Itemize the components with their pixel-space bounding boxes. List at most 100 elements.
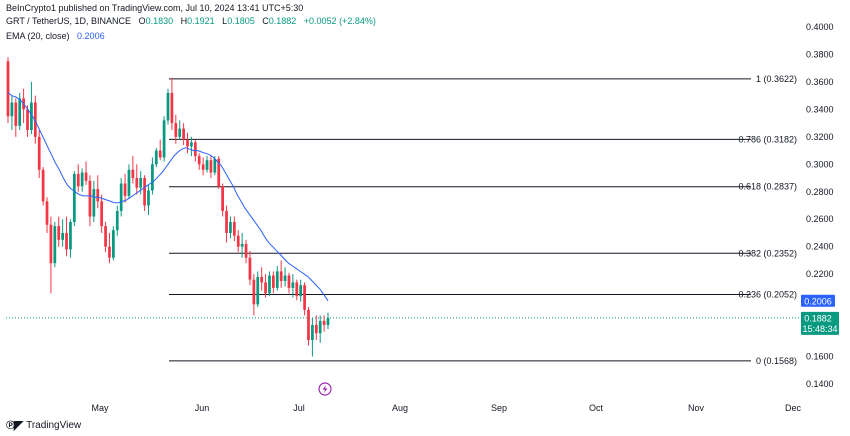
open-label: O: [138, 16, 146, 26]
candle-body: [131, 169, 135, 179]
y-tick-label: 0.3000: [806, 159, 834, 169]
y-tick-label: 0.2200: [806, 269, 834, 279]
candle-body: [287, 275, 291, 288]
candle-body: [232, 221, 236, 236]
x-tick-label: Jul: [293, 403, 305, 413]
candle-body: [14, 102, 18, 126]
candle-body: [84, 172, 88, 181]
candle-body: [26, 109, 29, 130]
ohlc-legend[interactable]: GRT / TetherUS, 1D, BINANCE O0.1830 H0.1…: [6, 16, 376, 26]
candle-body: [37, 136, 41, 170]
candle-body: [260, 276, 264, 283]
candle-body: [57, 226, 61, 240]
candle-body: [170, 92, 174, 124]
time-axis[interactable]: May Jun Jul Aug Sep Oct Nov Dec: [91, 403, 801, 413]
candle-body: [61, 232, 64, 240]
candle-body: [100, 201, 104, 227]
ema-line: [7, 92, 329, 302]
candle-body: [41, 169, 45, 202]
candle-body: [201, 164, 205, 170]
candle-body: [252, 279, 256, 305]
brand-label: TradingView: [26, 419, 82, 431]
candle-body: [112, 230, 115, 258]
candle-body: [193, 142, 197, 157]
candle-body: [115, 210, 119, 231]
candle-body: [45, 201, 49, 225]
y-tick-label: 0.2800: [806, 187, 834, 197]
candle-body: [151, 164, 154, 191]
fib-level-label: 0.786 (0.3182): [738, 134, 797, 144]
candle-body: [279, 271, 283, 282]
candle-body: [299, 285, 303, 297]
candle-body: [162, 120, 166, 158]
y-tick-label: 0.1600: [806, 352, 834, 362]
candle-body: [314, 324, 318, 334]
y-tick-label: 0.3800: [806, 49, 834, 59]
fibonacci-retracement[interactable]: 1 (0.3622) 0.786 (0.3182) 0.618 (0.2837) 0.…: [169, 74, 797, 366]
x-tick-label: Jun: [195, 403, 210, 413]
candle-body: [178, 128, 182, 137]
last-price-badge: [801, 311, 839, 335]
candle-body: [154, 150, 158, 165]
fib-level-label: 0.236 (0.2052): [738, 289, 797, 299]
fib-level-label: 1 (0.3622): [756, 74, 797, 84]
candle-body: [205, 160, 209, 170]
candle-body: [318, 320, 322, 334]
candle-body: [119, 183, 123, 211]
ema-price-badge-text: 0.2006: [804, 296, 832, 306]
x-tick-label: Sep: [491, 403, 507, 413]
candle-body: [72, 173, 76, 222]
candle-body: [135, 178, 139, 188]
candle-body: [236, 235, 240, 247]
candle-body: [174, 123, 178, 137]
candle-body: [283, 275, 287, 282]
candle-body: [10, 102, 14, 117]
ema-legend[interactable]: EMA (20, close) 0.2006: [6, 31, 105, 41]
y-tick-label: 0.3600: [806, 77, 834, 87]
candle-body: [6, 61, 10, 117]
candle-body: [213, 158, 217, 173]
candle-body: [197, 156, 201, 165]
y-tick-label: 0.3400: [806, 104, 834, 114]
candle-body: [166, 92, 170, 121]
fib-level-label: 0.618 (0.2837): [738, 182, 797, 192]
open-value: 0.1830: [145, 16, 174, 26]
candle-body: [69, 221, 72, 250]
candle-body: [33, 102, 37, 137]
tradingview-brand[interactable]: ℗◤ TradingView: [6, 418, 81, 432]
candle-body: [76, 173, 80, 187]
x-tick-label: Oct: [589, 403, 604, 413]
symbol-label: GRT / TetherUS, 1D, BINANCE: [6, 16, 132, 26]
high-value: 0.1921: [187, 16, 215, 26]
candle-body: [240, 243, 244, 247]
low-label: L: [222, 16, 228, 26]
x-tick-label: Dec: [785, 403, 802, 413]
candle-body: [158, 150, 162, 158]
tradingview-logo-icon: ℗◤: [6, 418, 23, 432]
candle-body: [217, 158, 221, 187]
candlesticks: [6, 57, 330, 357]
candle-timer-text: 15:48:34: [802, 324, 837, 334]
lightning-event-icon[interactable]: [318, 382, 332, 396]
candle-body: [244, 243, 248, 258]
candle-body: [18, 98, 22, 126]
candle-body: [264, 282, 267, 294]
candle-body: [190, 142, 193, 147]
x-tick-label: May: [91, 403, 109, 413]
ema-price-badge: [801, 294, 835, 307]
candle-body: [104, 226, 107, 247]
candle-body: [182, 128, 185, 140]
candle-body: [225, 210, 228, 233]
candle-body: [295, 282, 299, 297]
candle-body: [96, 189, 100, 202]
y-tick-label: 0.1400: [806, 379, 834, 389]
ema-label: EMA (20, close): [6, 31, 70, 41]
candle-body: [256, 276, 260, 305]
close-label: C: [262, 16, 269, 26]
candle-body: [291, 282, 295, 288]
high-label: H: [180, 16, 188, 26]
close-value: 0.1882: [268, 16, 297, 26]
change-value: +0.0052 (+2.84%): [303, 16, 376, 26]
